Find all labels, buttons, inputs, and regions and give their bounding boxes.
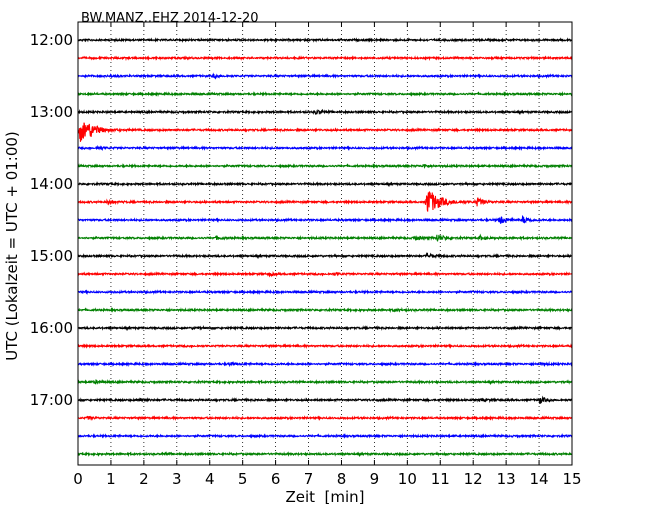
trace-line <box>77 215 573 224</box>
trace-line <box>77 378 573 386</box>
y-tick-label: 16:00 <box>30 319 73 337</box>
trace-line <box>77 91 573 98</box>
trace-line <box>77 252 573 260</box>
trace-line <box>77 122 573 142</box>
y-tick-label: 14:00 <box>30 175 73 193</box>
x-tick-label: 14 <box>530 470 549 488</box>
x-tick-label: 5 <box>238 470 248 488</box>
trace-line <box>77 55 573 62</box>
y-tick-label: 12:00 <box>30 31 73 49</box>
x-tick-label: 13 <box>497 470 516 488</box>
x-tick-label: 2 <box>139 470 149 488</box>
y-ticks: 12:00 13:00 14:00 15:00 16:00 17:00 <box>30 31 572 409</box>
trace-line <box>77 451 573 458</box>
x-tick-label: 3 <box>172 470 182 488</box>
trace-line <box>77 108 573 116</box>
y-tick-label: 15:00 <box>30 247 73 265</box>
x-tick-label: 12 <box>464 470 483 488</box>
x-tick-label: 1 <box>106 470 116 488</box>
x-ticks: 0 1 2 3 4 5 6 7 8 9 10 11 12 13 14 15 <box>73 22 582 488</box>
y-tick-label: 13:00 <box>30 103 73 121</box>
trace-line <box>77 395 573 404</box>
grid-lines <box>110 22 540 465</box>
x-tick-label: 9 <box>370 470 380 488</box>
trace-line <box>77 271 573 278</box>
trace-line <box>77 72 573 80</box>
x-tick-label: 0 <box>73 470 83 488</box>
trace-line <box>77 415 573 422</box>
trace-line <box>77 433 573 439</box>
trace-line <box>77 289 573 296</box>
x-tick-label: 6 <box>271 470 281 488</box>
x-tick-label: 4 <box>205 470 215 488</box>
x-tick-label: 15 <box>562 470 581 488</box>
trace-line <box>77 145 573 152</box>
y-tick-label: 17:00 <box>30 391 73 409</box>
x-tick-label: 8 <box>337 470 347 488</box>
trace-line <box>77 191 573 212</box>
trace-line <box>77 360 573 368</box>
trace-line <box>77 306 573 314</box>
trace-group <box>77 37 573 458</box>
x-tick-label: 7 <box>304 470 314 488</box>
x-axis-label: Zeit [min] <box>285 488 365 506</box>
x-tick-label: 10 <box>398 470 417 488</box>
trace-line <box>77 163 573 169</box>
trace-line <box>77 324 573 332</box>
plot-frame <box>77 21 573 466</box>
trace-line <box>77 37 573 43</box>
x-tick-label: 11 <box>431 470 450 488</box>
trace-line <box>77 181 573 188</box>
trace-line <box>77 233 573 242</box>
trace-line <box>77 343 573 349</box>
